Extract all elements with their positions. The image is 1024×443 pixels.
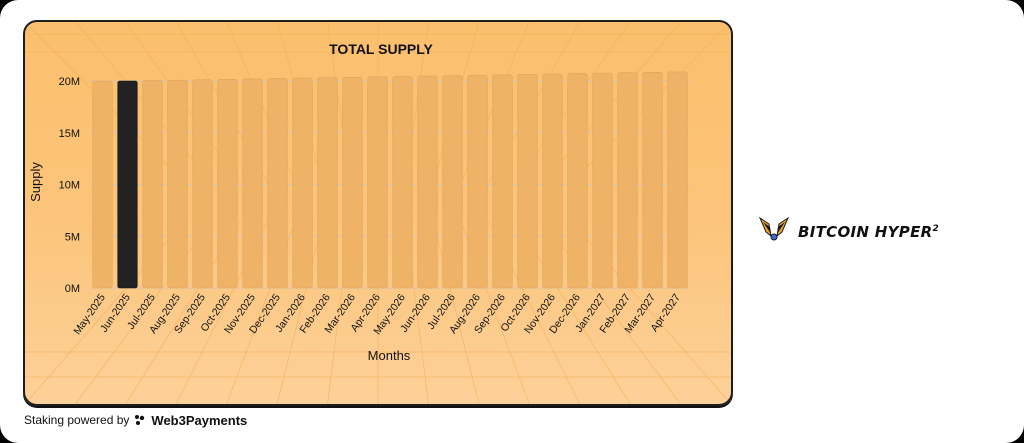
bar-jul-2026[interactable] xyxy=(442,75,463,289)
y-axis-ticks: 0M 5M 10M 15M 20M xyxy=(59,76,80,295)
background-line xyxy=(276,221,324,404)
bar-oct-2026[interactable] xyxy=(517,74,538,289)
y-tick-label: 10M xyxy=(59,180,80,192)
y-tick-label: 20M xyxy=(59,76,80,88)
bar-jun-2026[interactable] xyxy=(417,75,438,289)
y-tick-label: 0M xyxy=(65,283,80,295)
bar-mar-2027[interactable] xyxy=(642,72,663,289)
chart-title: TOTAL SUPPLY xyxy=(329,41,433,57)
bar-apr-2027[interactable] xyxy=(667,71,688,289)
logo-text-main: BITCOIN HYPER xyxy=(798,222,933,241)
staking-footer: Staking powered by Web3Payments xyxy=(24,412,247,428)
x-axis-ticks: May-2025Jun-2025Jul-2025Aug-2025Sep-2025… xyxy=(71,292,683,337)
x-axis-title: Months xyxy=(368,348,411,363)
bar-mar-2026[interactable] xyxy=(342,76,363,289)
bar-may-2026[interactable] xyxy=(392,76,413,289)
bar-nov-2026[interactable] xyxy=(542,73,563,289)
bar-dec-2025[interactable] xyxy=(267,78,288,289)
web3payments-logo-icon xyxy=(134,414,146,426)
bar-sep-2025[interactable] xyxy=(192,79,213,289)
bar-sep-2026[interactable] xyxy=(492,74,513,289)
web3payments-link[interactable]: Web3Payments xyxy=(151,412,248,428)
bar-jul-2025[interactable] xyxy=(142,80,163,289)
bar-jan-2027[interactable] xyxy=(592,72,613,289)
bar-aug-2025[interactable] xyxy=(167,79,188,289)
logo-text: BITCOIN HYPER2 xyxy=(798,223,939,241)
background-line xyxy=(75,221,212,404)
total-supply-chart: TOTAL SUPPLY 0M 5M 10M 15M 20M May-2025Jun-2… xyxy=(25,22,731,404)
bar-feb-2027[interactable] xyxy=(617,72,638,289)
total-supply-chart-card: TOTAL SUPPLY 0M 5M 10M 15M 20M May-2025 Jun-2… xyxy=(23,20,733,406)
bar-nov-2025[interactable] xyxy=(242,78,263,289)
bar-aug-2026[interactable] xyxy=(467,74,488,289)
bar-may-2025[interactable] xyxy=(92,80,113,289)
bar-apr-2026[interactable] xyxy=(367,76,388,289)
y-tick-label: 5M xyxy=(65,231,80,243)
bar-jan-2026[interactable] xyxy=(292,77,313,289)
bar-feb-2026[interactable] xyxy=(317,77,338,289)
grid-lines xyxy=(90,80,690,289)
background-line xyxy=(544,221,681,404)
bars xyxy=(92,71,688,289)
y-axis-title: Supply xyxy=(28,162,43,202)
background-line xyxy=(432,221,480,404)
bar-oct-2025[interactable] xyxy=(217,79,238,289)
bar-dec-2026[interactable] xyxy=(567,73,588,289)
logo-superscript: 2 xyxy=(932,223,940,234)
hyper-wings-logo-icon xyxy=(758,216,790,247)
bitcoin-hyper-logo: BITCOIN HYPER2 xyxy=(758,216,939,247)
y-tick-label: 15M xyxy=(59,128,80,140)
bar-jun-2025[interactable] xyxy=(117,80,138,289)
footer-prefix: Staking powered by xyxy=(24,413,130,427)
